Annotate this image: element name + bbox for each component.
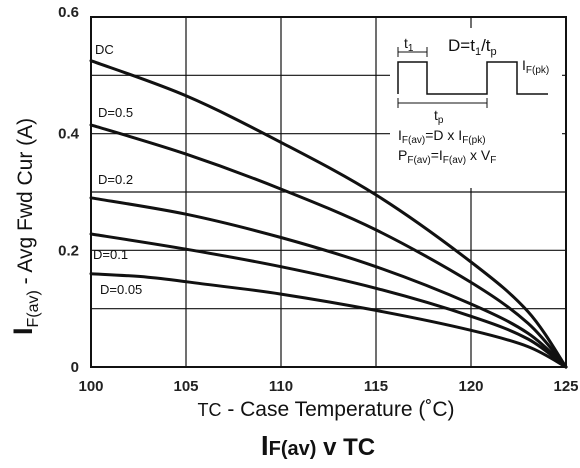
- chart-title: IF(av) v TC: [261, 430, 375, 461]
- series-group: [89, 59, 568, 369]
- y-axis-label: IF(av) - Avg Fwd Cur (A): [8, 118, 42, 335]
- duty-formula: D=t1/tp: [448, 36, 497, 58]
- x-tick-label: 125: [553, 378, 578, 395]
- y-tick-label: 0.4: [58, 126, 80, 143]
- tick-labels: 100 105 110 115 120 125 0 0.2 0.4 0.6: [58, 4, 578, 395]
- ipk-label: IF(pk): [522, 57, 549, 76]
- series-line-0: [89, 59, 568, 369]
- equation-pav: PF(av)=IF(av) x VF: [398, 147, 496, 166]
- tp-label: tp: [434, 107, 444, 126]
- series-line-1: [89, 123, 568, 369]
- x-tick-label: 120: [458, 378, 483, 395]
- series-line-4: [89, 272, 568, 369]
- x-tick-label: 115: [364, 378, 388, 395]
- y-tick-label: 0.6: [58, 4, 79, 21]
- series-label-dc: DC: [95, 42, 114, 57]
- x-tick-label: 110: [269, 378, 293, 395]
- y-tick-label: 0: [71, 359, 79, 376]
- y-tick-label: 0.2: [58, 242, 79, 259]
- inset-diagram: t1 D=t1/tp IF(pk) tp IF(av)=D x IF(pk) P…: [390, 28, 562, 188]
- x-tick-label: 105: [173, 378, 198, 395]
- x-tick-label: 100: [78, 378, 103, 395]
- series-label-d01: D=0.1: [93, 247, 128, 262]
- series-line-2: [89, 196, 568, 369]
- equation-iav: IF(av)=D x IF(pk): [398, 127, 486, 146]
- series-label-d005: D=0.05: [100, 282, 142, 297]
- plot-frame: [90, 16, 567, 368]
- x-axis-label: TC - Case Temperature (˚C): [197, 398, 454, 421]
- series-line-3: [89, 232, 568, 369]
- series-label-d05: D=0.5: [98, 105, 133, 120]
- inset-background: [390, 28, 562, 188]
- t1-label: t1: [404, 35, 414, 54]
- series-label-d02: D=0.2: [98, 172, 133, 187]
- pulse-waveform: [397, 61, 548, 95]
